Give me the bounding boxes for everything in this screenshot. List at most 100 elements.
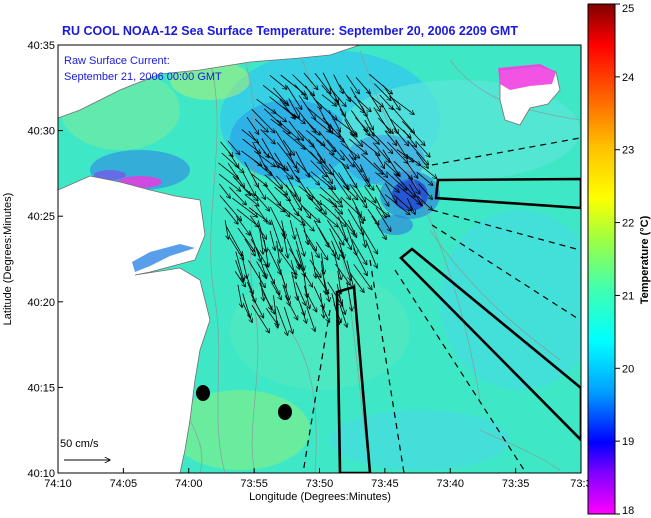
y-tick-label: 40:30: [27, 126, 55, 138]
current-arrow: [321, 176, 336, 189]
x-tick-label: 73:45: [371, 478, 399, 490]
current-arrow: [360, 139, 380, 156]
current-arrow: [351, 239, 367, 264]
current-arrow: [328, 152, 349, 169]
y-tick-label: 40:35: [27, 40, 55, 52]
current-arrow: [349, 175, 366, 203]
current-arrow: [268, 248, 281, 274]
current-arrow: [241, 150, 261, 166]
current-arrow: [346, 75, 360, 93]
lane-east: [434, 177, 581, 210]
current-arrow: [394, 195, 411, 211]
current-arrow: [328, 198, 343, 214]
current-arrow: [359, 164, 369, 182]
current-arrow: [314, 73, 331, 93]
current-arrow: [295, 282, 306, 305]
current-arrow: [321, 270, 329, 302]
current-arrow: [288, 120, 304, 141]
current-arrow: [306, 129, 325, 146]
current-arrow: [275, 130, 291, 156]
x-tick-label: 74:00: [175, 478, 203, 490]
current-arrow: [374, 151, 385, 169]
radial-dashed-lines: [302, 137, 581, 473]
current-arrow: [338, 227, 352, 249]
current-arrow: [249, 215, 266, 240]
current-arrow: [365, 87, 381, 112]
current-arrow: [383, 161, 399, 176]
current-arrow: [349, 131, 363, 147]
current-arrow: [279, 204, 305, 226]
current-arrow: [303, 72, 318, 90]
current-arrow: [226, 226, 243, 256]
current-arrow: [284, 295, 298, 320]
current-arrow: [346, 260, 354, 289]
current-arrow: [375, 171, 399, 192]
current-arrow: [228, 151, 239, 168]
current-arrow: [322, 204, 346, 227]
current-arrow: [321, 305, 330, 323]
current-arrow: [320, 165, 332, 183]
current-arrow: [418, 183, 433, 200]
current-arrow: [328, 129, 345, 142]
current-arrow: [309, 259, 321, 278]
current-arrow: [251, 304, 270, 333]
colorbar-tick-label: 19: [622, 436, 634, 448]
current-arrow: [270, 206, 284, 236]
current-arrow: [250, 294, 263, 318]
current-arrow: [260, 129, 275, 144]
colorbar-ticks: 25 24 23 22 21 20 19 18: [615, 3, 634, 517]
current-arrow: [296, 161, 319, 185]
current-arrow: [354, 96, 371, 111]
current-arrow: [276, 306, 288, 335]
current-arrow: [389, 96, 414, 115]
current-arrow: [328, 110, 341, 132]
current-arrow: [221, 152, 244, 173]
current-arrow: [362, 173, 374, 190]
buoy-marker: [196, 385, 210, 401]
x-axis-ticks: 74:10 74:05 74:00 73:55 73:50 73:45 73:40 73:35…: [44, 468, 592, 490]
current-arrow: [263, 293, 275, 314]
current-arrow: [264, 174, 288, 195]
current-arrow: [345, 94, 365, 113]
current-arrow: [315, 241, 328, 260]
current-arrow: [321, 94, 336, 106]
current-arrow: [303, 273, 308, 298]
current-arrow: [269, 74, 287, 89]
current-arrow: [282, 229, 288, 258]
current-arrow: [415, 140, 431, 157]
colorbar-tick-label: 25: [622, 3, 634, 15]
current-arrow: [406, 197, 415, 214]
current-arrow: [403, 129, 417, 147]
current-arrow: [242, 293, 251, 318]
current-arrow: [270, 219, 282, 252]
current-arrow: [281, 220, 286, 238]
current-arrow: [339, 149, 354, 167]
current-arrow: [235, 260, 244, 282]
current-arrow: [304, 285, 309, 309]
current-arrow: [328, 163, 348, 189]
current-arrow: [320, 253, 324, 274]
current-arrow: [245, 274, 253, 294]
legend-line-2: September 21, 2006 00:00 GMT: [64, 71, 222, 83]
colorbar-tick-label: 20: [622, 363, 634, 375]
current-arrow: [242, 303, 252, 323]
current-arrow: [396, 184, 421, 204]
current-arrow: [271, 109, 287, 122]
current-arrow: [227, 140, 240, 155]
current-arrow: [292, 208, 314, 231]
current-arrow: [298, 95, 315, 119]
current-arrow: [326, 139, 344, 160]
current-arrow: [266, 196, 285, 212]
current-arrow: [406, 173, 420, 194]
current-arrow: [269, 273, 280, 295]
current-arrow: [282, 139, 294, 155]
current-arrow: [237, 227, 255, 251]
x-tick-label: 73:40: [436, 478, 464, 490]
current-arrow: [227, 163, 244, 187]
colorbar-tick-label: 21: [622, 290, 634, 302]
x-axis-label: Longitude (Degrees:Minutes): [249, 491, 391, 503]
current-arrow: [337, 131, 356, 160]
current-arrow: [338, 294, 346, 314]
current-arrow: [236, 208, 259, 227]
current-arrow: [283, 306, 293, 334]
